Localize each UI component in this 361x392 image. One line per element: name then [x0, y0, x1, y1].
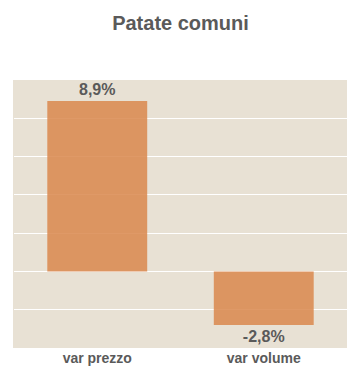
svg-text:Patate comuni: Patate comuni — [112, 12, 249, 34]
svg-text:var volume: var volume — [227, 350, 301, 366]
svg-text:8,9%: 8,9% — [79, 81, 115, 98]
svg-text:-2,8%: -2,8% — [243, 328, 285, 345]
svg-text:var prezzo: var prezzo — [63, 350, 132, 366]
